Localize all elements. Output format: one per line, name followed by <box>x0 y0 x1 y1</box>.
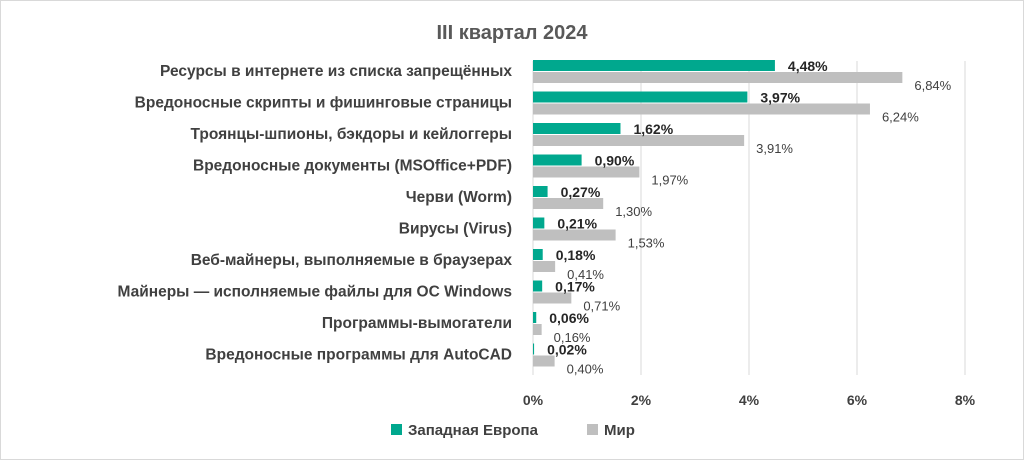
data-label-western-europe: 0,02% <box>547 342 587 358</box>
bar-world <box>533 261 556 272</box>
bar-world <box>533 103 870 115</box>
bar-world <box>533 355 555 367</box>
data-label-western-europe: 0,21% <box>557 216 597 232</box>
bar-world <box>533 198 604 209</box>
data-label-western-europe: 0,06% <box>549 310 589 326</box>
data-label-western-europe: 0,18% <box>556 247 596 263</box>
bar-western-europe <box>533 343 535 355</box>
bars <box>533 60 903 367</box>
bar-western-europe <box>533 280 543 292</box>
data-label-world: 0,71% <box>583 299 620 314</box>
bar-western-europe <box>533 60 775 71</box>
category-label: Майнеры — исполняемые файлы для ОС Windo… <box>117 284 512 301</box>
category-label: Вредоносные программы для AutoCAD <box>205 347 512 364</box>
x-tick-label: 4% <box>739 392 760 408</box>
category-label: Черви (Worm) <box>406 189 512 206</box>
x-tick-label: 0% <box>523 392 544 408</box>
bar-world <box>533 166 640 178</box>
bar-world <box>533 135 745 146</box>
data-label-world: 3,91% <box>756 141 793 156</box>
data-label-world: 0,41% <box>567 267 604 282</box>
bar-world <box>533 229 616 241</box>
chart-title: III квартал 2024 <box>436 22 588 44</box>
bar-world <box>533 292 572 304</box>
category-label: Ресурсы в интернете из списка запрещённы… <box>160 63 512 80</box>
data-label-world: 0,16% <box>554 330 591 345</box>
x-tick-label: 8% <box>955 392 976 408</box>
category-label: Программы-вымогатели <box>322 315 512 332</box>
legend-swatch-western-europe <box>391 424 402 435</box>
category-label: Вредоносные скрипты и фишинговые страниц… <box>135 95 512 112</box>
bar-western-europe <box>533 123 621 134</box>
data-label-world: 6,24% <box>882 110 919 125</box>
legend-swatch-world <box>587 424 598 435</box>
data-label-world: 1,97% <box>651 173 688 188</box>
bar-western-europe <box>533 312 537 323</box>
bar-western-europe <box>533 91 748 103</box>
legend-label-western-europe: Западная Европа <box>408 422 539 439</box>
data-label-western-europe: 3,97% <box>760 90 800 106</box>
category-label: Вирусы (Virus) <box>399 221 512 238</box>
category-labels: Ресурсы в интернете из списка запрещённы… <box>117 63 512 364</box>
bar-western-europe <box>533 217 545 229</box>
legend-label-world: Мир <box>604 422 635 439</box>
data-label-world: 6,84% <box>914 78 951 93</box>
legend: Западная Европа Мир <box>391 422 635 439</box>
data-label-world: 0,40% <box>567 362 604 377</box>
category-label: Веб-майнеры, выполняемые в браузерах <box>191 252 513 269</box>
bar-world <box>533 72 903 83</box>
category-label: Троянцы-шпионы, бэкдоры и кейлоггеры <box>190 126 512 143</box>
data-label-western-europe: 4,48% <box>788 58 828 74</box>
bar-western-europe <box>533 186 548 197</box>
data-label-western-europe: 0,17% <box>555 279 595 295</box>
bar-western-europe <box>533 249 543 260</box>
category-label: Вредоносные документы (MSOffice+PDF) <box>193 158 512 175</box>
x-tick-label: 2% <box>631 392 652 408</box>
data-label-world: 1,53% <box>628 236 665 251</box>
x-tick-label: 6% <box>847 392 868 408</box>
data-label-western-europe: 0,27% <box>561 184 601 200</box>
data-labels: 4,48% 6,84% 3,97% 6,24% 1,62% 3,91% 0,90% 1,97%… <box>547 58 952 377</box>
bar-western-europe <box>533 154 582 166</box>
data-label-western-europe: 1,62% <box>633 121 673 137</box>
data-label-western-europe: 0,90% <box>595 153 635 169</box>
x-axis-ticks: 0% 2% 4% 6% 8% <box>523 392 976 408</box>
data-label-world: 1,30% <box>615 204 652 219</box>
bar-world <box>533 324 542 335</box>
